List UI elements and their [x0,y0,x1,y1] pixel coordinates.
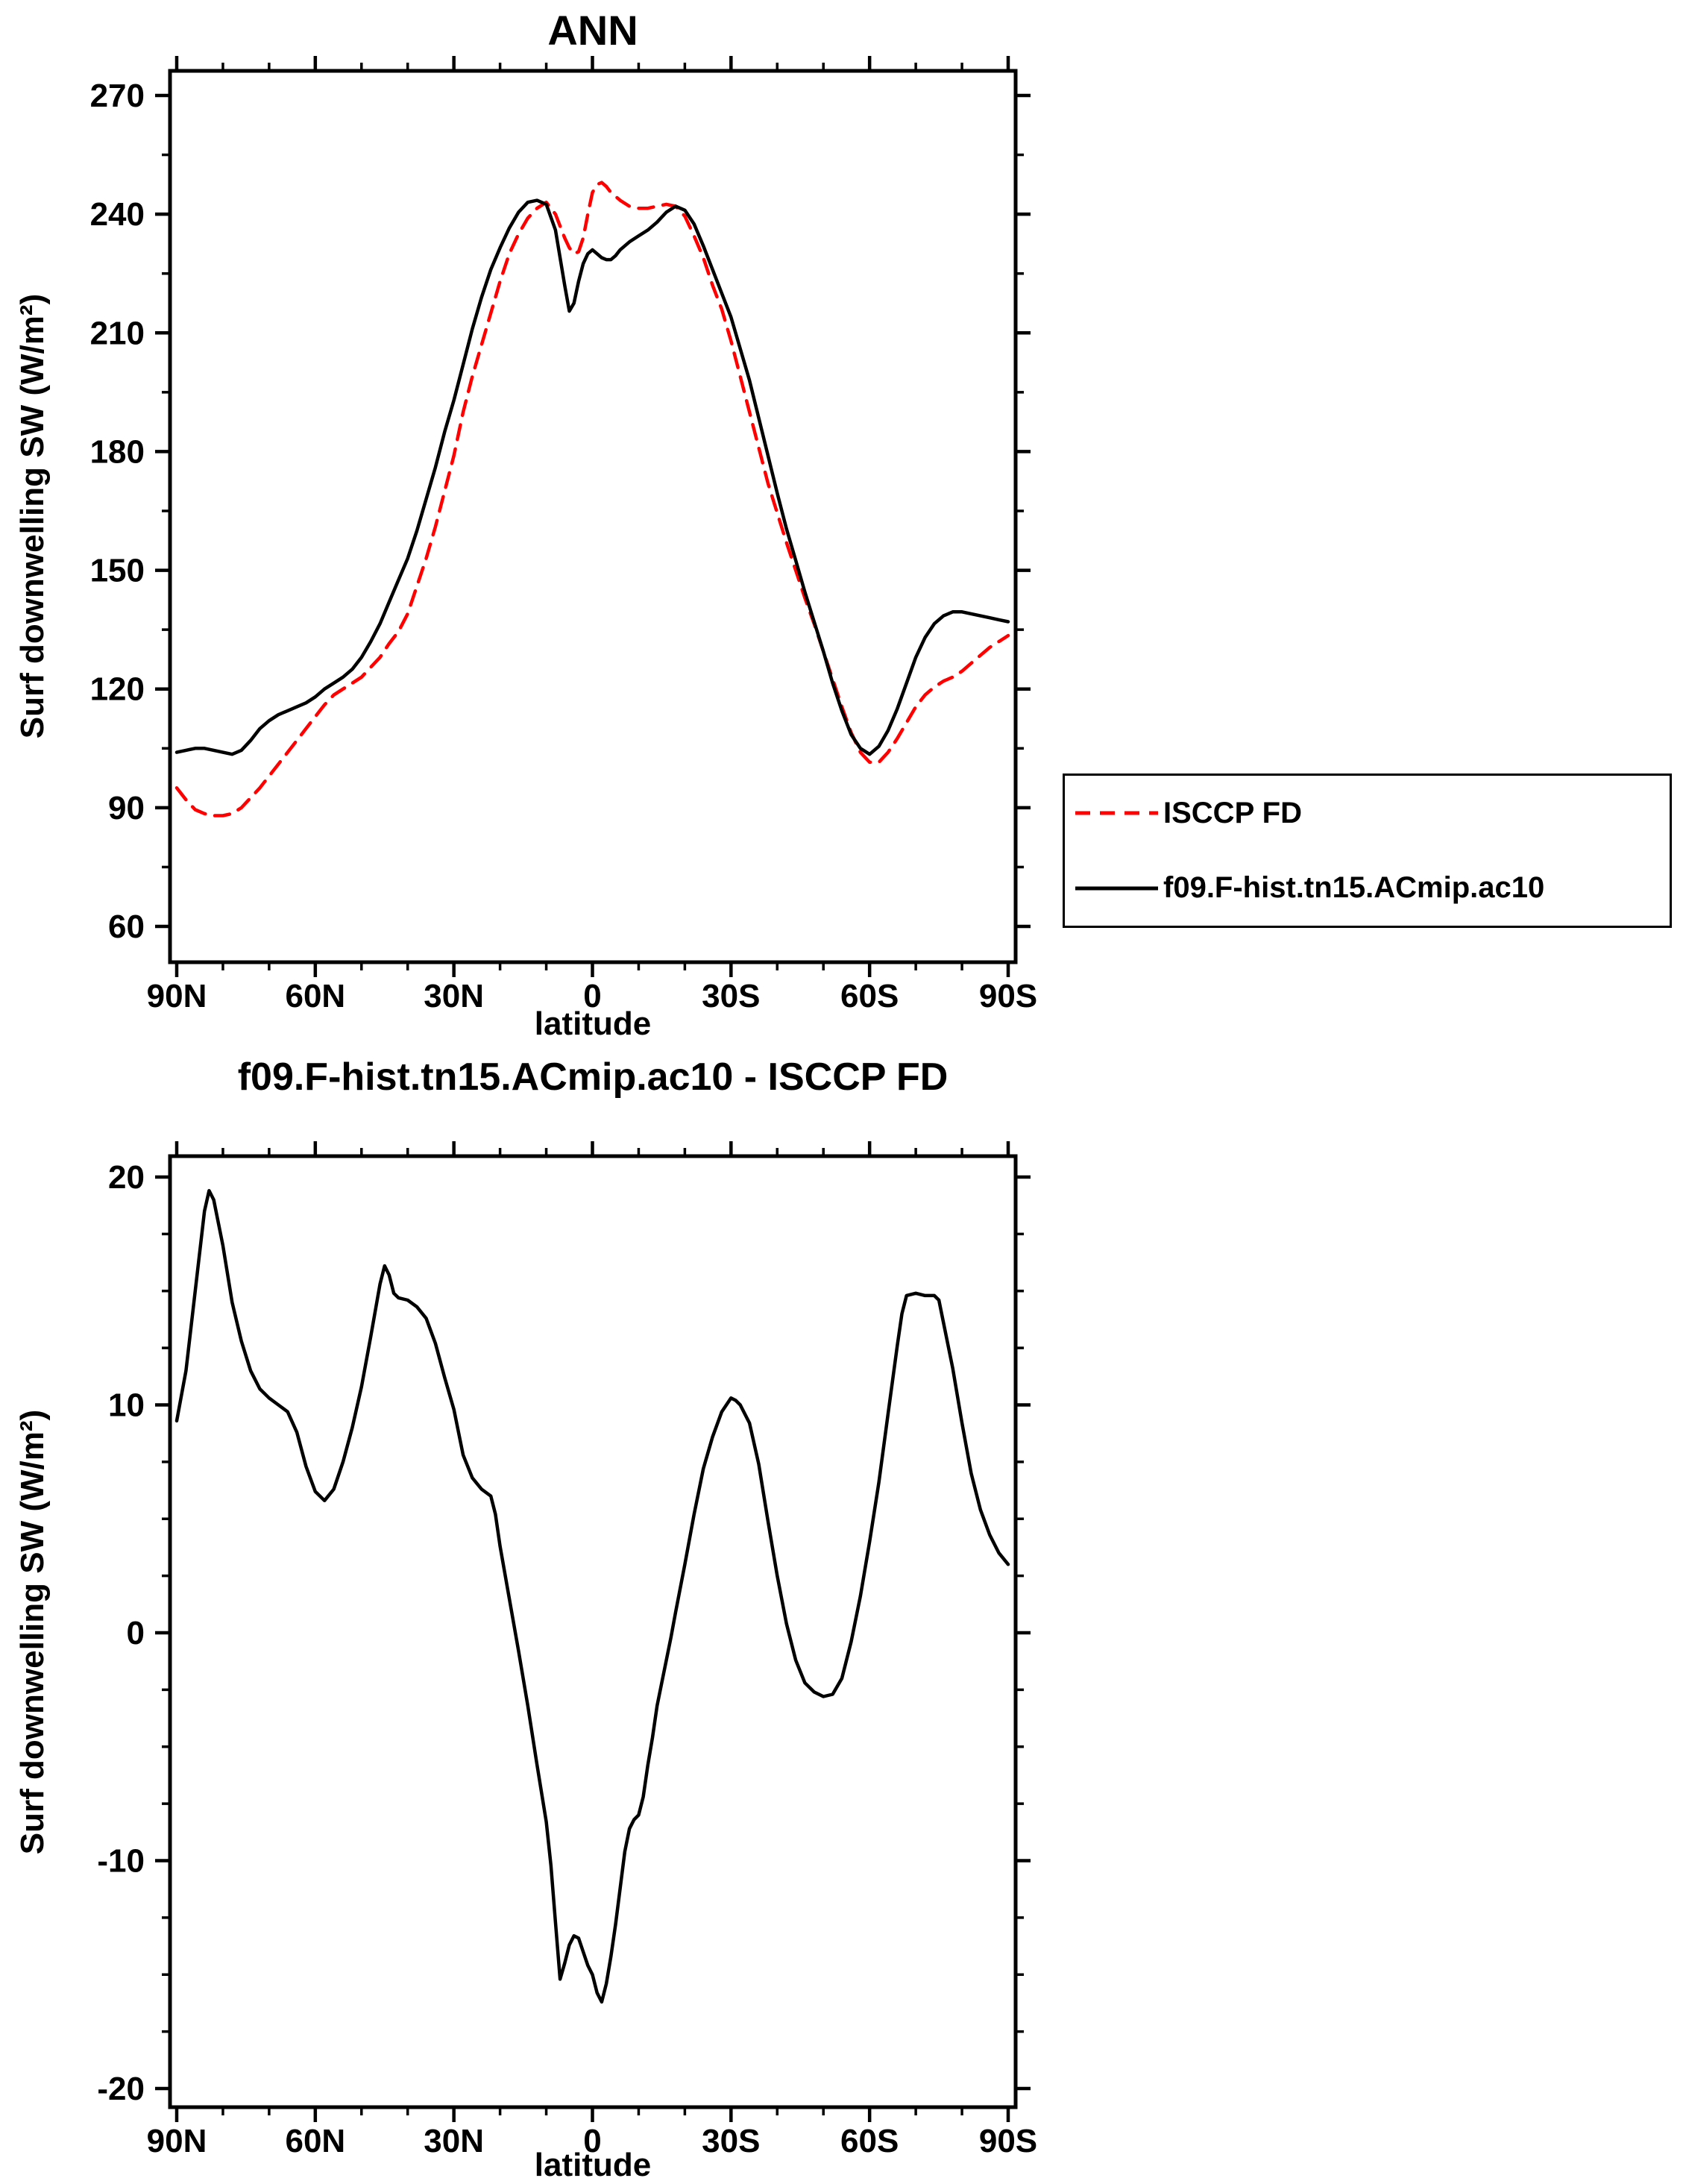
legend: ISCCP FD f09.F-hist.tn15.ACmip.ac10 [1063,774,1672,928]
bottom-x-axis-label: latitude [534,2147,652,2183]
x-tick-label: 30S [702,2123,760,2159]
y-tick-label: -10 [97,1843,145,1880]
legend-item-model: f09.F-hist.tn15.ACmip.ac10 [1074,871,1670,905]
x-tick-label: 90S [979,2123,1037,2159]
top-x-axis-label: latitude [534,1005,652,1042]
bottom-y-axis-label: Surf downwelling SW (W/m²) [14,1409,51,1855]
y-tick-label: 20 [108,1159,145,1196]
y-tick-label: 90 [108,790,145,826]
x-tick-label: 0 [583,978,601,1014]
isccp-fd-line-sample [1075,811,1158,815]
x-tick-label: 0 [583,2123,601,2159]
x-tick-label: 90N [147,2123,207,2159]
plot-frame [168,1154,1018,2109]
bottom-chart: 90N 60N 30N 0 30S 60S 90S -20 -10 0 10 20 [97,1141,1037,2159]
series-line-f09-f-hist-tn15-acmip-ac10 [174,198,1010,756]
x-tick-label: 30N [424,2123,484,2159]
y-tick-label: 270 [90,78,145,114]
legend-label-model: f09.F-hist.tn15.ACmip.ac10 [1163,871,1545,905]
y-tick-label: 180 [90,433,145,470]
x-tick-label: 30N [424,978,484,1014]
model-line-sample [1075,886,1158,891]
legend-label-isccp-fd: ISCCP FD [1163,796,1302,829]
x-tick-label: 60S [840,2123,899,2159]
x-tick-label: 90N [147,978,207,1014]
y-tick-label: 0 [127,1615,145,1651]
y-tick-label: -20 [97,2071,145,2107]
bottom-chart-title: f09.F-hist.tn15.ACmip.ac10 - ISCCP FD [237,1055,949,1099]
y-tick-label: 120 [90,671,145,708]
top-chart: 90N 60N 30N 0 30S 60S 90S 60 90 120 150 180 210 240 27… [90,56,1037,1014]
legend-item-isccp-fd: ISCCP FD [1074,797,1670,830]
x-tick-label: 30S [702,978,760,1014]
y-tick-label: 150 [90,553,145,589]
y-tick-label: 60 [108,909,145,945]
y-tick-label: 10 [108,1387,145,1424]
top-chart-title: ANN [547,7,638,54]
series-line-difference [174,1189,1010,2004]
x-tick-label: 60N [285,978,345,1014]
y-tick-label: 210 [90,315,145,351]
x-tick-label: 90S [979,978,1037,1014]
series-line-isccp-fd [174,181,1010,818]
x-tick-label: 60N [285,2123,345,2159]
top-y-axis-label: Surf downwelling SW (W/m²) [14,293,51,739]
x-tick-label: 60S [840,978,899,1014]
y-tick-label: 240 [90,196,145,233]
plot-frame [168,69,1018,964]
